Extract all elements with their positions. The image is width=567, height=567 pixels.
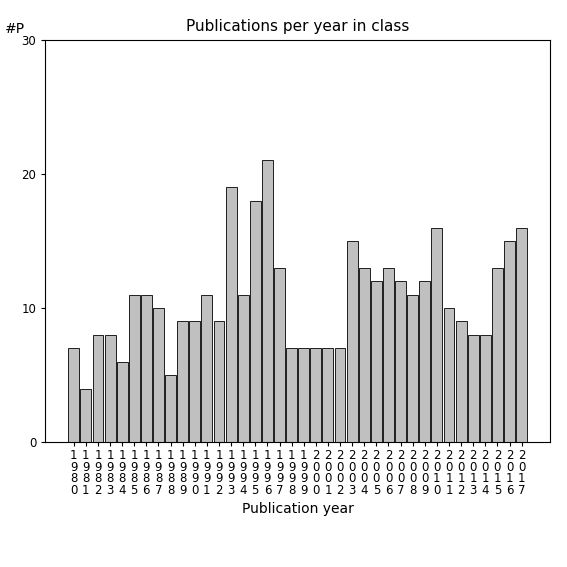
Bar (395, 281, 406, 442)
Bar (214, 321, 225, 442)
Bar (335, 348, 345, 442)
Bar (129, 295, 139, 442)
Bar (383, 268, 394, 442)
Bar (274, 268, 285, 442)
Bar (201, 295, 212, 442)
Bar (468, 335, 479, 442)
Bar (262, 160, 273, 442)
Bar (492, 268, 503, 442)
Bar (68, 348, 79, 442)
Bar (141, 295, 152, 442)
Title: Publications per year in class: Publications per year in class (186, 19, 409, 35)
Bar (117, 362, 128, 442)
Bar (456, 321, 467, 442)
Bar (443, 308, 454, 442)
Bar (407, 295, 418, 442)
Bar (104, 335, 116, 442)
Bar (238, 295, 249, 442)
Bar (359, 268, 370, 442)
Bar (480, 335, 491, 442)
Bar (165, 375, 176, 442)
Bar (431, 227, 442, 442)
Bar (371, 281, 382, 442)
Bar (323, 348, 333, 442)
Bar (346, 241, 358, 442)
Bar (81, 388, 91, 442)
Bar (177, 321, 188, 442)
Bar (92, 335, 103, 442)
Y-axis label: #P: #P (5, 22, 25, 36)
Bar (310, 348, 321, 442)
Bar (504, 241, 515, 442)
Bar (420, 281, 430, 442)
X-axis label: Publication year: Publication year (242, 502, 354, 517)
Bar (516, 227, 527, 442)
Bar (189, 321, 200, 442)
Bar (298, 348, 309, 442)
Bar (250, 201, 261, 442)
Bar (226, 187, 236, 442)
Bar (153, 308, 164, 442)
Bar (286, 348, 297, 442)
